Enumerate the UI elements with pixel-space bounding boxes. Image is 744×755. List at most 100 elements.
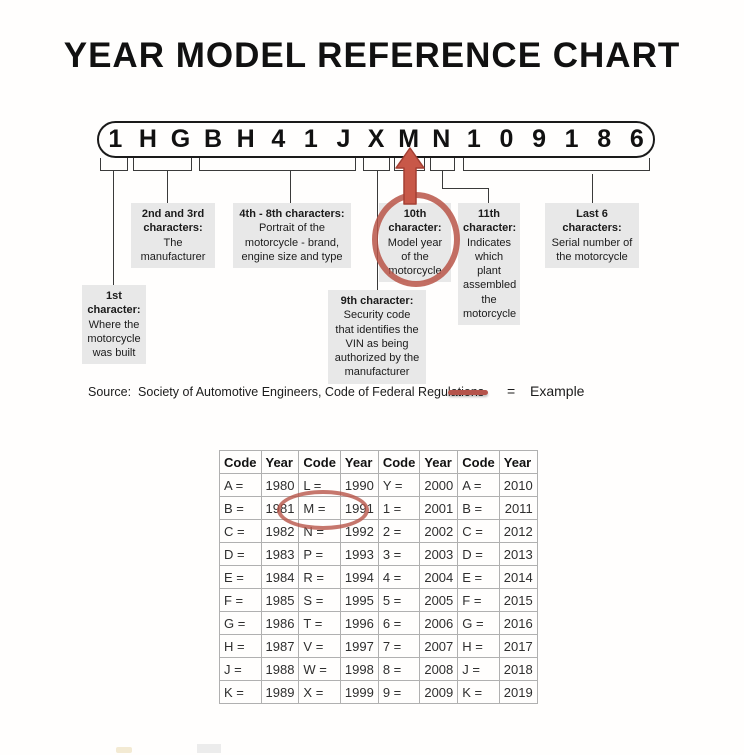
year-code-table: Code Year Code Year Code Year Code Year A = 1980… [219,450,538,704]
year-cell: 1984 [260,565,300,589]
code-cell: G = [457,611,500,635]
callout-heading: 9th character: [340,295,414,307]
code-cell: Y = [377,473,421,497]
code-cell: D = [457,542,500,566]
code-cell: B = [219,496,262,520]
year-cell: 2007 [419,634,459,658]
table-header: Code Year Code Year Code Year Code Year [219,450,538,474]
vin-character: 4 [271,125,286,153]
code-cell: E = [219,565,262,589]
year-cell: 2003 [419,542,459,566]
year-cell: 1993 [339,542,379,566]
table-row: C = 1982 N = 1992 2 = 2002 C = 2012 [219,519,538,543]
year-cell: 1998 [339,657,379,681]
code-cell: B = [457,496,500,520]
header-cell: Code [298,450,341,474]
vin-character: G [170,125,191,153]
callout-heading: Last 6 characters: [562,208,622,235]
code-cell: F = [219,588,262,612]
code-cell: P = [298,542,341,566]
table-row: K = 1989 X = 1999 9 = 2009 K = 2019 [219,680,538,704]
callout-char-9: 9th character: Security code that identif… [328,290,426,384]
code-cell: H = [457,634,500,658]
year-cell: 2000 [419,473,459,497]
year-cell: 1988 [260,657,300,681]
table-row: J = 1988 W = 1998 8 = 2008 J = 2018 [219,657,538,681]
code-cell: W = [298,657,341,681]
code-cell: 2 = [377,519,421,543]
vin-character: 9 [532,125,546,153]
table-row: D = 1983 P = 1993 3 = 2003 D = 2013 [219,542,538,566]
header-cell: Code [219,450,262,474]
code-cell: R = [298,565,341,589]
year-cell: 2017 [498,634,538,658]
vin-character: 0 [499,125,514,153]
code-cell: A = [219,473,262,497]
code-cell: S = [298,588,341,612]
vin-character: 1 [303,125,318,153]
code-cell: V = [298,634,341,658]
year-cell: 1994 [339,565,379,589]
example-line-swatch [448,390,488,395]
connector-line-last-6 [592,174,593,203]
callout-char-1: 1st character: Where the motorcycle was b… [82,285,146,365]
callout-char-11: 11th character: Indicates which plant ass… [458,203,520,326]
connector-line-2nd-3rd [167,171,168,203]
header-cell: Code [377,450,421,474]
year-cell: 2011 [498,496,538,520]
vin-character: H [236,125,255,153]
source-text: Source: Society of Automotive Engineers,… [88,385,485,399]
code-cell: F = [457,588,500,612]
connector-line-1st [113,171,114,285]
header-cell: Year [498,450,538,474]
year-cell: 2010 [498,473,538,497]
bracket-last-6 [463,158,650,171]
vin-character: M [398,125,420,153]
year-cell: 1985 [260,588,300,612]
callout-body: Portrait of the motorcycle - brand, engi… [241,222,343,263]
connector-line-4th-8th [290,171,291,203]
code-cell: X = [298,680,341,704]
vin-character: 1 [466,125,481,153]
code-cell: C = [457,519,500,543]
year-cell: 1980 [260,473,300,497]
year-cell: 2004 [419,565,459,589]
code-cell: K = [457,680,500,704]
year-cell: 2018 [498,657,538,681]
table-row: H = 1987 V = 1997 7 = 2007 H = 2017 [219,634,538,658]
table-highlight-ellipse-annotation [277,490,369,530]
year-cell: 2013 [498,542,538,566]
year-cell: 1986 [260,611,300,635]
example-label: Example [530,383,585,399]
code-cell: 9 = [377,680,421,704]
year-cell: 2015 [498,588,538,612]
year-cell: 2008 [419,657,459,681]
code-cell: J = [457,657,500,681]
table-row: E = 1984 R = 1994 4 = 2004 E = 2014 [219,565,538,589]
code-cell: 1 = [377,496,421,520]
year-cell: 2019 [498,680,538,704]
callout-body: Where the motorcycle was built [87,318,141,360]
vin-character: X [367,125,385,153]
vin-character: 8 [597,125,612,153]
year-cell: 1989 [260,680,300,704]
callout-body: Serial number of the motorcycle [551,236,633,263]
code-cell: A = [457,473,500,497]
cropped-artifact [197,744,221,753]
table-row: G = 1986 T = 1996 6 = 2006 G = 2016 [219,611,538,635]
header-cell: Code [457,450,500,474]
year-cell: 2001 [419,496,459,520]
year-cell: 2012 [498,519,538,543]
year-cell: 1982 [260,519,300,543]
bracket-2nd-3rd [133,158,192,171]
connector-line-11th [442,171,443,189]
code-cell: G = [219,611,262,635]
code-cell: 8 = [377,657,421,681]
year-cell: 1996 [339,611,379,635]
vin-character: B [204,125,223,153]
year-cell: 2002 [419,519,459,543]
callout-char-2-3: 2nd and 3rd characters: The manufacturer [131,203,215,269]
year-cell: 2016 [498,611,538,635]
code-cell: K = [219,680,262,704]
